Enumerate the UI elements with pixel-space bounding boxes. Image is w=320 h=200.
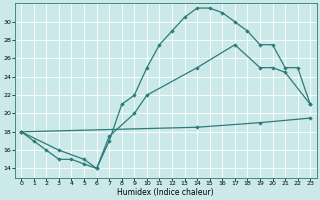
X-axis label: Humidex (Indice chaleur): Humidex (Indice chaleur) [117,188,214,197]
